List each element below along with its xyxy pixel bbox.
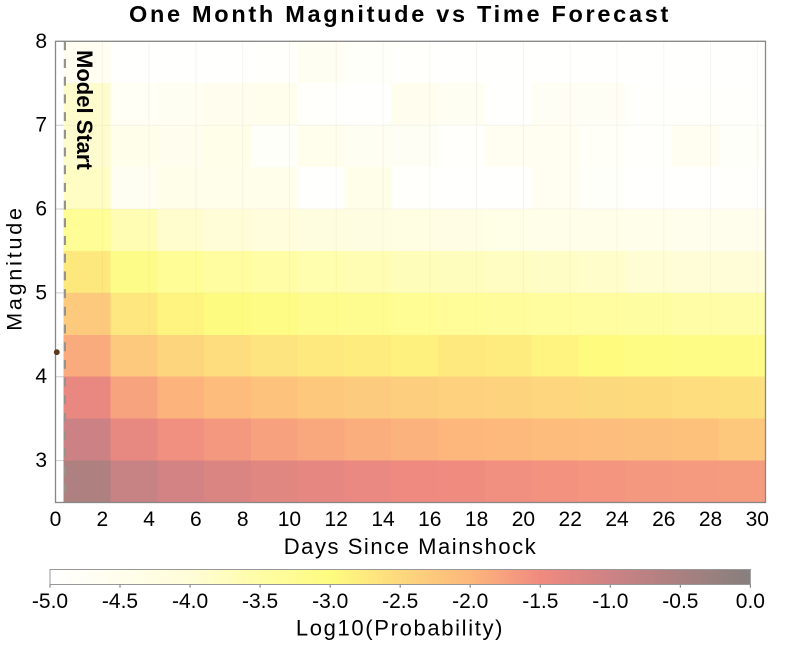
svg-text:Log10(Probability): Log10(Probability): [296, 616, 504, 641]
svg-text:4: 4: [35, 365, 47, 388]
svg-text:4: 4: [143, 508, 155, 531]
svg-text:Model Start: Model Start: [72, 50, 97, 170]
svg-text:-1.5: -1.5: [522, 590, 558, 613]
svg-text:-0.5: -0.5: [662, 590, 698, 613]
svg-text:26: 26: [652, 508, 675, 531]
svg-text:0.0: 0.0: [736, 590, 765, 613]
svg-text:6: 6: [190, 508, 202, 531]
svg-text:One Month Magnitude vs Time Fo: One Month Magnitude vs Time Forecast: [129, 1, 671, 27]
svg-text:30: 30: [746, 508, 769, 531]
svg-text:28: 28: [699, 508, 722, 531]
svg-text:18: 18: [465, 508, 488, 531]
svg-text:20: 20: [512, 508, 535, 531]
svg-text:Magnitude: Magnitude: [3, 205, 27, 331]
svg-text:0: 0: [50, 508, 62, 531]
svg-text:12: 12: [325, 508, 348, 531]
svg-text:16: 16: [418, 508, 441, 531]
svg-text:14: 14: [371, 508, 395, 531]
svg-text:-2.5: -2.5: [382, 590, 418, 613]
svg-text:-2.0: -2.0: [452, 590, 488, 613]
svg-text:2: 2: [96, 508, 108, 531]
svg-text:6: 6: [35, 198, 47, 221]
svg-text:-3.5: -3.5: [242, 590, 278, 613]
svg-text:-3.0: -3.0: [312, 590, 348, 613]
svg-text:24: 24: [605, 508, 629, 531]
svg-text:-5.0: -5.0: [32, 590, 68, 613]
svg-text:-4.0: -4.0: [172, 590, 208, 613]
svg-text:8: 8: [35, 30, 47, 53]
svg-text:7: 7: [35, 114, 47, 137]
svg-text:22: 22: [559, 508, 582, 531]
svg-text:10: 10: [278, 508, 301, 531]
svg-text:-4.5: -4.5: [102, 590, 138, 613]
svg-text:Days Since Mainshock: Days Since Mainshock: [284, 534, 538, 559]
svg-text:8: 8: [237, 508, 249, 531]
svg-text:5: 5: [35, 281, 47, 304]
svg-text:3: 3: [35, 449, 47, 472]
svg-text:-1.0: -1.0: [592, 590, 628, 613]
